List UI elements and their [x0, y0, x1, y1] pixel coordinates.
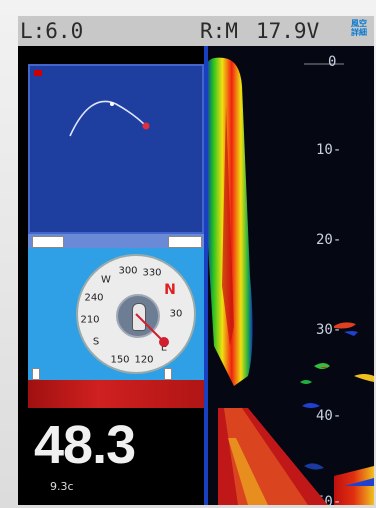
left-readout: L:6.0 [20, 19, 84, 43]
track-plot-window [28, 64, 204, 234]
sonar-echo-graphic [204, 46, 374, 505]
heading-330: 330 [142, 267, 162, 279]
bottom-echo-strip [28, 380, 204, 408]
depth-value: 48.3 [34, 415, 136, 475]
voltage-readout: 17.9V [256, 19, 320, 43]
bottom-cone-graphic [218, 408, 328, 505]
mode-badge-line1: 風空 [351, 19, 367, 28]
heading-120: 120 [134, 354, 154, 366]
heading-300: 300 [118, 265, 138, 277]
compass-dial: 300 330 N 30 E 120 150 S 210 240 W [76, 254, 196, 374]
heading-pointer-icon [135, 313, 169, 347]
heading-north: N [164, 282, 176, 298]
heading-south: S [92, 336, 100, 348]
plot-info-bar [28, 234, 204, 248]
depth-label-30: 30- [316, 322, 342, 338]
heading-30: 30 [169, 308, 183, 320]
depth-label-10: 10- [316, 142, 342, 158]
depth-label-0: 0 [328, 54, 337, 70]
range-readout: R:M [200, 19, 238, 43]
heading-210: 210 [80, 314, 100, 326]
compass-bottom-right [164, 368, 172, 380]
depth-label-20: 20- [316, 232, 342, 248]
track-line-graphic [69, 100, 150, 137]
fishfinder-screen: L:6.0 R:M 17.9V 風空 詳細 [18, 16, 374, 505]
mode-badge-line2: 詳細 [351, 28, 367, 37]
compass-panel: 300 330 N 30 E 120 150 S 210 240 W [28, 248, 204, 380]
depth-label-50: 50- [316, 494, 342, 505]
depth-readout-panel: 48.3 9.3c [28, 408, 204, 505]
heading-east: E [160, 342, 168, 354]
plot-info-left [32, 236, 64, 248]
depth-label-40: 40- [316, 408, 342, 424]
heading-west: W [101, 274, 111, 286]
status-bar: L:6.0 R:M 17.9V 風空 詳細 [18, 16, 374, 46]
water-temperature: 9.3c [50, 480, 74, 493]
compass-hub [116, 294, 160, 338]
plot-info-right [168, 236, 202, 248]
compass-bottom-left [32, 368, 40, 380]
plot-marker [34, 70, 42, 76]
heading-240: 240 [84, 292, 104, 304]
mode-badge: 風空 詳細 [348, 19, 370, 41]
heading-150: 150 [110, 354, 130, 366]
